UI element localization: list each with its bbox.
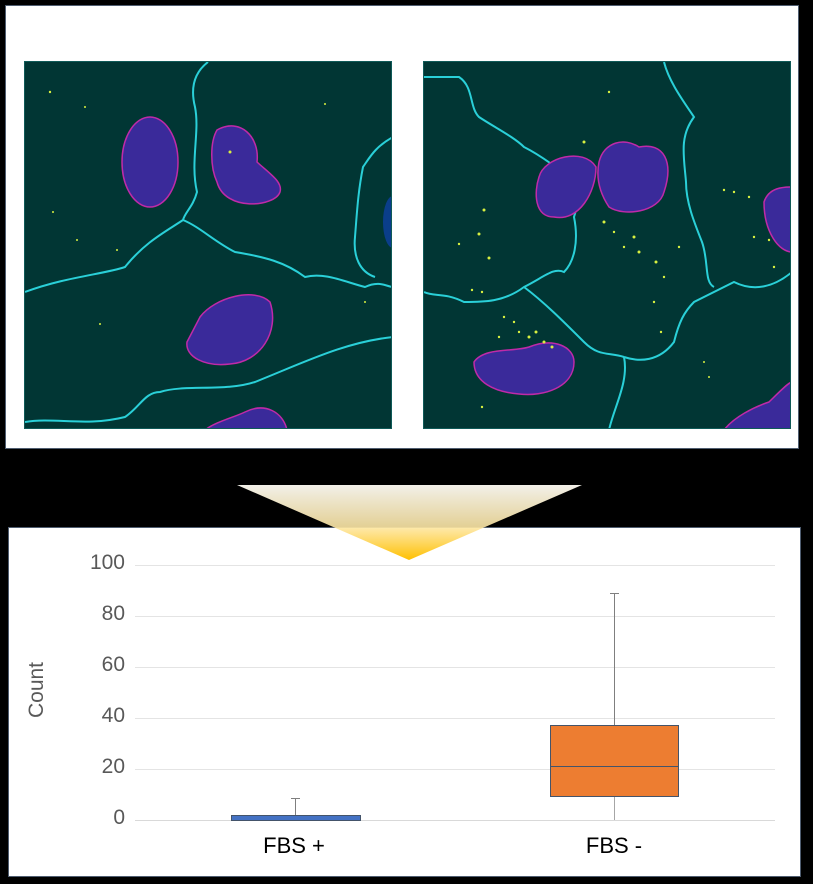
x-label-fbs-minus: FBS - [585, 833, 643, 858]
whisker-cap [291, 798, 300, 799]
gridline [135, 667, 775, 668]
y-tick-100: 100 [89, 551, 125, 574]
x-label-fbs-plus: FBS + [263, 833, 325, 858]
boxplot-panel: Count 100 80 60 40 20 0 FBS + FBS - [8, 527, 801, 877]
micrograph-frame [5, 5, 799, 449]
gridline [135, 616, 775, 617]
gridline [135, 769, 775, 770]
y-tick-0: 0 [113, 806, 125, 829]
micrograph-fbs-minus [423, 61, 791, 429]
x-axis-line [135, 820, 775, 821]
box-body [550, 725, 679, 797]
whisker-cap [610, 593, 619, 594]
micrograph-fbs-plus [24, 61, 392, 429]
down-arrow-icon [237, 485, 582, 560]
whisker-upper [614, 593, 615, 725]
whisker-upper [295, 798, 296, 815]
y-tick-20: 20 [101, 755, 125, 778]
gridline [135, 565, 775, 566]
gridline [135, 718, 775, 719]
box-body [231, 815, 361, 821]
whisker-lower [614, 797, 615, 820]
y-tick-80: 80 [101, 602, 125, 625]
y-axis-label: Count [25, 661, 48, 719]
median-line [551, 766, 678, 767]
y-tick-60: 60 [101, 653, 125, 676]
y-tick-40: 40 [101, 704, 125, 727]
